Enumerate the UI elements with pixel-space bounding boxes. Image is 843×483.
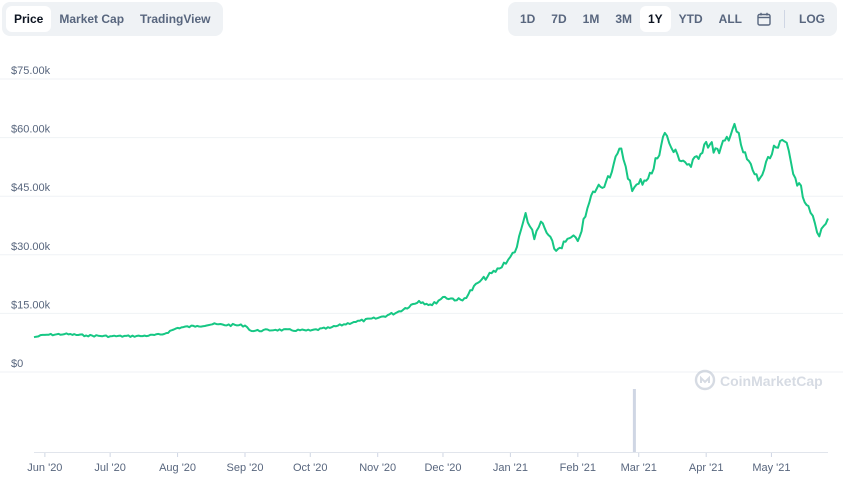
chart-gridlines: [0, 78, 843, 373]
tab-market-cap[interactable]: Market Cap: [59, 12, 125, 26]
volume-bars: [34, 389, 828, 453]
price-line-series: [33, 122, 829, 339]
tab-tradingview[interactable]: TradingView: [140, 12, 211, 26]
x-tick-label: Jun '20: [27, 462, 62, 474]
range-ytd-button[interactable]: YTD: [678, 12, 703, 26]
x-tick-label: Jan '21: [493, 462, 528, 474]
x-tick-label: Dec '20: [424, 462, 461, 474]
coinmarketcap-watermark: CoinMarketCap: [694, 369, 823, 391]
range-1d-button[interactable]: 1D: [519, 12, 536, 26]
x-tick-label: May '21: [752, 462, 790, 474]
range-all-button[interactable]: ALL: [718, 12, 742, 26]
x-tick-label: Feb '21: [560, 462, 596, 474]
chart-mode-tabs: Price Market Cap TradingView: [2, 2, 223, 36]
y-tick-label: $75.00k: [11, 65, 51, 77]
time-range-selector: 1D 7D 1M 3M 1Y YTD ALL LOG: [507, 2, 837, 36]
x-tick-label: Mar '21: [621, 462, 657, 474]
volume-spike-bar: [632, 389, 636, 452]
y-tick-label: $45.00k: [11, 182, 51, 194]
tab-price[interactable]: Price: [6, 6, 52, 32]
range-3m-button[interactable]: 3M: [615, 12, 632, 26]
log-scale-button[interactable]: LOG: [799, 12, 825, 26]
y-tick-label: $30.00k: [11, 241, 51, 253]
y-axis-labels: $0 $15.00k $30.00k $45.00k $60.00k $75.00k: [11, 65, 51, 370]
y-tick-label: $15.00k: [11, 299, 51, 311]
watermark-text: CoinMarketCap: [720, 373, 823, 389]
x-tick-label: Jul '20: [94, 462, 125, 474]
range-7d-button[interactable]: 7D: [551, 12, 567, 26]
x-tick-label: Nov '20: [359, 462, 396, 474]
x-axis-labels: Jun '20 Jul '20 Aug '20 Sep '20 Oct '20 Nov '…: [27, 453, 791, 474]
y-tick-label: $0: [11, 358, 23, 370]
toolbar-divider: [784, 10, 785, 28]
range-1m-button[interactable]: 1M: [582, 12, 600, 26]
coinmarketcap-logo-icon: [694, 369, 716, 391]
range-1y-button[interactable]: 1Y: [639, 6, 671, 32]
x-tick-label: Aug '20: [159, 462, 196, 474]
x-tick-label: Oct '20: [293, 462, 328, 474]
y-tick-label: $60.00k: [11, 124, 51, 136]
calendar-icon[interactable]: [750, 6, 778, 32]
x-tick-label: Apr '21: [689, 462, 724, 474]
x-tick-label: Sep '20: [227, 462, 264, 474]
